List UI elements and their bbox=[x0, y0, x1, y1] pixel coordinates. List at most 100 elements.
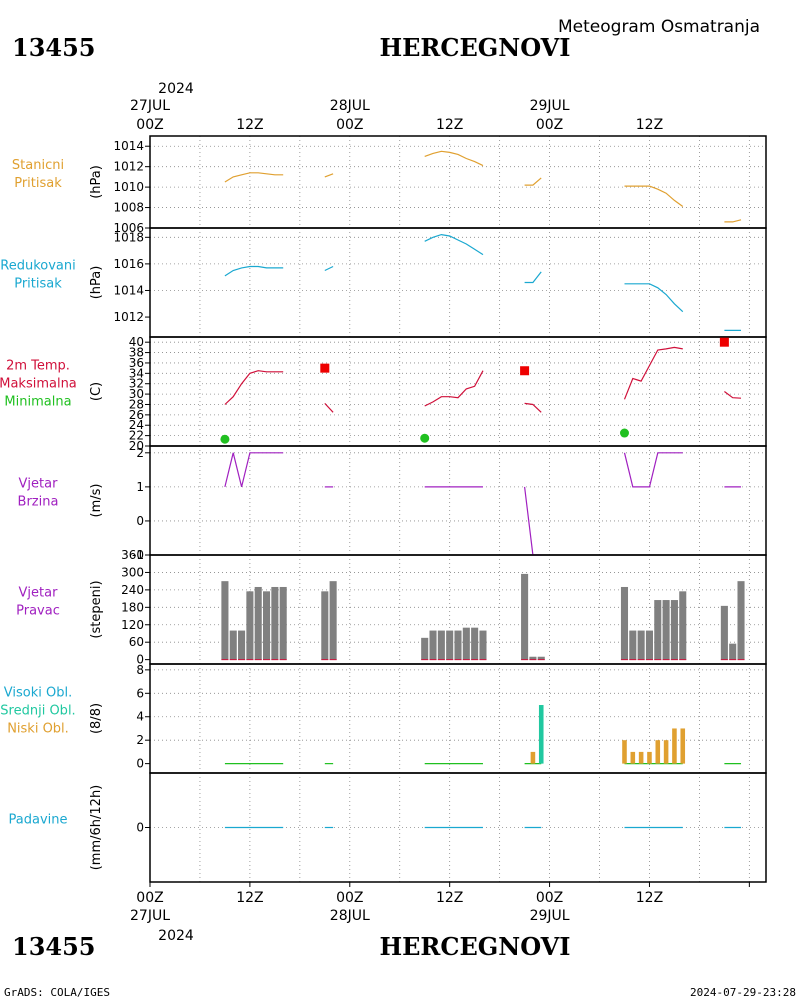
series-line bbox=[224, 265, 284, 277]
series-line bbox=[624, 283, 684, 313]
series-line bbox=[524, 271, 542, 284]
series-line bbox=[724, 219, 742, 223]
cloud-bar bbox=[538, 705, 544, 764]
direction-bar bbox=[679, 591, 687, 660]
series-line bbox=[623, 452, 683, 488]
panel-title-label: Maksimalna bbox=[0, 377, 77, 392]
top-year-label: 2024 bbox=[158, 81, 194, 97]
panel-title-label: Niski Obl. bbox=[7, 722, 69, 737]
y-tick-label: -1 bbox=[132, 548, 144, 562]
panel-title-label: Minimalna bbox=[4, 395, 71, 410]
panel-frame bbox=[149, 135, 767, 229]
direction-bar bbox=[629, 630, 637, 660]
series-line bbox=[524, 402, 542, 413]
direction-bar bbox=[429, 630, 437, 660]
y-tick-label: 6 bbox=[136, 686, 144, 700]
series-line bbox=[224, 172, 284, 183]
cloud-bar bbox=[663, 740, 669, 764]
top-day-label: 27JUL bbox=[130, 98, 170, 114]
min-temp-marker bbox=[619, 428, 629, 438]
y-tick-label: 1 bbox=[136, 480, 144, 494]
direction-bar bbox=[254, 586, 262, 660]
station-name-bottom: HERCEGNOVI bbox=[379, 932, 570, 961]
panel-title-label: Stanicni bbox=[12, 158, 64, 173]
station-id-bottom: 13455 bbox=[12, 932, 96, 961]
max-temp-marker bbox=[320, 363, 330, 373]
y-tick-label: 1008 bbox=[113, 201, 144, 215]
direction-bar bbox=[737, 581, 745, 660]
direction-bar bbox=[471, 627, 479, 660]
direction-bar bbox=[238, 630, 246, 660]
panel-title-label: 2m Temp. bbox=[6, 359, 70, 374]
cloud-bar bbox=[530, 751, 536, 764]
meteogram-subtitle: Meteogram Osmatranja bbox=[558, 17, 760, 37]
y-tick-label: 36 bbox=[129, 356, 144, 370]
station-id: 13455 bbox=[12, 33, 96, 62]
cloud-bar bbox=[630, 751, 636, 764]
direction-bar bbox=[329, 581, 337, 660]
cloud-bar bbox=[647, 751, 652, 764]
panel-title-label: Visoki Obl. bbox=[4, 686, 72, 701]
y-tick-label: 0 bbox=[136, 821, 144, 835]
panel-p7: 0 (mm/6h/12h) Padavine bbox=[9, 772, 767, 883]
y-tick-label: 22 bbox=[129, 429, 144, 443]
panel-frame bbox=[149, 772, 767, 883]
direction-bar bbox=[454, 630, 462, 660]
y-tick-label: 20 bbox=[129, 439, 144, 453]
y-tick-label: 60 bbox=[129, 635, 144, 649]
direction-bar bbox=[279, 586, 287, 660]
y-tick-label: 32 bbox=[129, 377, 144, 391]
y-tick-label: 360 bbox=[121, 548, 144, 562]
panel-p2: 1012 1014 1016 1018 (hPa) Redukovani Pritisak bbox=[0, 227, 767, 338]
panel-unit-label: (C) bbox=[89, 382, 104, 401]
y-tick-label: 0 bbox=[136, 653, 144, 667]
y-tick-label: 1010 bbox=[113, 180, 144, 194]
bottom-year-label: 2024 bbox=[158, 928, 194, 944]
series-line bbox=[424, 233, 484, 256]
bottom-day-label: 29JUL bbox=[530, 908, 570, 924]
min-temp-marker bbox=[220, 434, 230, 444]
panel-title-label: Pritisak bbox=[14, 277, 62, 292]
y-tick-label: 34 bbox=[129, 366, 144, 380]
y-tick-label: 26 bbox=[129, 408, 144, 422]
top-hour-label: 12Z bbox=[636, 117, 663, 133]
station-name-title: HERCEGNOVI bbox=[379, 33, 570, 62]
panel-unit-label: (8/8) bbox=[89, 703, 104, 734]
series-line bbox=[324, 265, 334, 272]
panel-title-label: Padavine bbox=[9, 813, 68, 828]
direction-bar bbox=[446, 630, 454, 660]
panel-p4: -1 0 1 2 (m/s) Vjetar Brzina bbox=[18, 445, 767, 562]
y-tick-label: 1012 bbox=[113, 310, 144, 324]
panel-title-label: Pravac bbox=[16, 604, 60, 619]
y-tick-label: 4 bbox=[136, 710, 144, 724]
y-tick-label: 1014 bbox=[113, 139, 144, 153]
direction-bar bbox=[637, 630, 645, 660]
series-line bbox=[424, 370, 484, 407]
series-line bbox=[324, 402, 334, 413]
bottom-hour-label: 00Z bbox=[136, 890, 163, 906]
direction-bar bbox=[670, 600, 678, 660]
y-tick-label: 1012 bbox=[113, 160, 144, 174]
series-line bbox=[524, 177, 542, 186]
panel-p6: 0 2 4 6 8 (8/8) Visoki Obl. Srednji Obl. Niski O… bbox=[0, 663, 767, 774]
panel-unit-label: (hPa) bbox=[89, 165, 104, 199]
min-temp-marker bbox=[420, 433, 430, 443]
bottom-hour-label: 12Z bbox=[436, 890, 463, 906]
top-hour-label: 00Z bbox=[536, 117, 563, 133]
y-tick-label: 1018 bbox=[113, 230, 144, 244]
panel-p1: 1006 1008 1010 1012 1014 (hPa) Stanicni Pritisa… bbox=[12, 135, 767, 235]
direction-bar bbox=[720, 605, 728, 660]
panel-frame bbox=[149, 336, 767, 447]
panel-unit-label: (m/s) bbox=[89, 484, 104, 518]
direction-bar bbox=[263, 591, 271, 660]
direction-bar bbox=[654, 600, 662, 660]
y-tick-label: 0 bbox=[136, 514, 144, 528]
y-tick-label: 180 bbox=[121, 600, 144, 614]
cloud-bar bbox=[655, 740, 661, 764]
bottom-hour-label: 00Z bbox=[336, 890, 363, 906]
panel-title-label: Pritisak bbox=[14, 176, 62, 191]
top-hour-label: 00Z bbox=[136, 117, 163, 133]
max-temp-marker bbox=[520, 366, 530, 376]
series-line bbox=[424, 150, 484, 167]
